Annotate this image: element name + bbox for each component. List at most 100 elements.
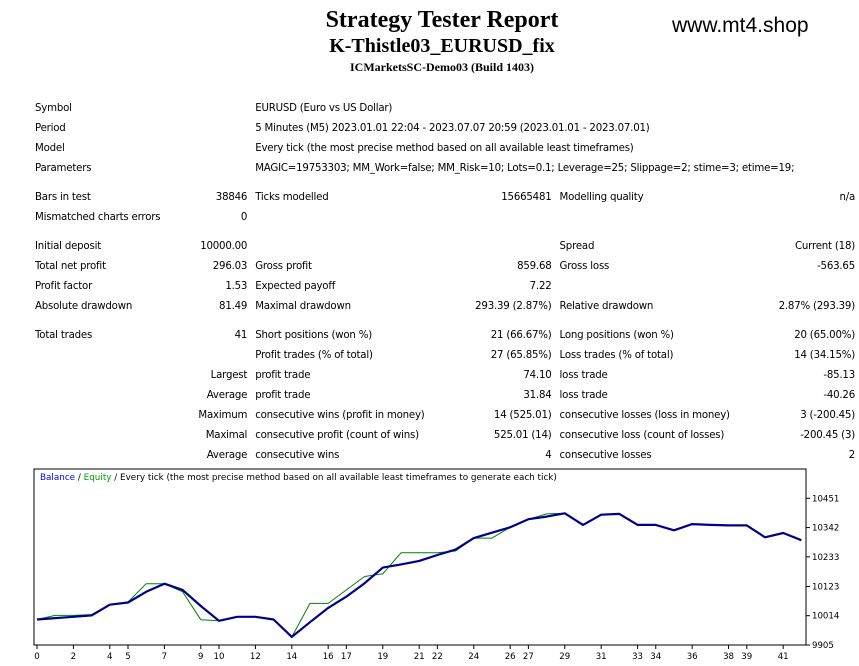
spread-value: Current (18) bbox=[794, 240, 855, 252]
row-largest: Largest profit trade 74.10 loss trade -8… bbox=[31, 365, 859, 385]
short-value: 21 (66.67%) bbox=[490, 329, 552, 341]
x-tick-label: 12 bbox=[250, 652, 261, 662]
loss-trades-value: 14 (34.15%) bbox=[794, 349, 855, 361]
abs-drawdown-label: Absolute drawdown bbox=[35, 300, 133, 312]
report-header: Strategy Tester Report K-Thistle03_EURUS… bbox=[0, 6, 859, 76]
balance-line bbox=[36, 512, 802, 638]
model-label: Model bbox=[35, 142, 65, 154]
average-profit-label: profit trade bbox=[255, 389, 311, 401]
row-period: Period 5 Minutes (M5) 2023.01.01 22:04 -… bbox=[31, 118, 859, 138]
x-tick-label: 4 bbox=[107, 652, 112, 662]
maximal-losses-value: -200.45 (3) bbox=[800, 429, 855, 441]
quality-label: Modelling quality bbox=[559, 191, 644, 203]
maximum-wins-label: consecutive wins (profit in money) bbox=[255, 409, 425, 421]
mismatched-value: 0 bbox=[240, 211, 248, 223]
average-label: Average bbox=[206, 389, 248, 401]
spread-label: Spread bbox=[559, 240, 595, 252]
maximum-label: Maximum bbox=[198, 409, 248, 421]
total-trades-label: Total trades bbox=[35, 329, 93, 341]
legend-note: Every tick (the most precise method base… bbox=[120, 473, 557, 483]
payoff-value: 7.22 bbox=[529, 280, 552, 292]
x-tick-label: 17 bbox=[341, 652, 352, 662]
ticks-value: 15665481 bbox=[501, 191, 552, 203]
maximal-losses-label: consecutive loss (count of losses) bbox=[559, 429, 725, 441]
avg-consec-wins-label: consecutive wins bbox=[255, 449, 340, 461]
profit-factor-value: 1.53 bbox=[225, 280, 248, 292]
avg-consec-losses-label: consecutive losses bbox=[559, 449, 652, 461]
payoff-label: Expected payoff bbox=[255, 280, 336, 292]
balance-equity-chart: Balance / Equity / Every tick (the most … bbox=[33, 468, 839, 662]
total-trades-value: 41 bbox=[234, 329, 248, 341]
avg-consec-wins-value: 4 bbox=[545, 449, 552, 461]
legend-separator-1: / bbox=[75, 473, 84, 483]
row-model: Model Every tick (the most precise metho… bbox=[31, 138, 859, 158]
rel-drawdown-value: 2.87% (293.39) bbox=[778, 300, 856, 312]
parameters-value: MAGIC=19753303; MM_Work=false; MM_Risk=1… bbox=[255, 162, 795, 174]
largest-loss-value: -85.13 bbox=[823, 369, 855, 381]
profit-factor-label: Profit factor bbox=[35, 280, 93, 292]
report-server: ICMarketsSC-Demo03 (Build 1403) bbox=[350, 60, 534, 74]
x-tick-label: 0 bbox=[34, 652, 39, 662]
row-symbol: Symbol EURUSD (Euro vs US Dollar) bbox=[31, 98, 859, 118]
row-drawdown: Absolute drawdown 81.49 Maximal drawdown… bbox=[31, 296, 859, 316]
x-tick-label: 7 bbox=[162, 652, 167, 662]
x-tick-label: 2 bbox=[71, 652, 76, 662]
largest-profit-value: 74.10 bbox=[523, 369, 552, 381]
gross-loss-value: -563.65 bbox=[817, 260, 855, 272]
row-parameters: Parameters MAGIC=19753303; MM_Work=false… bbox=[31, 158, 859, 178]
average-profit-value: 31.84 bbox=[523, 389, 552, 401]
row-average-consecutive: Average consecutive wins 4 consecutive l… bbox=[31, 445, 859, 465]
bars-label: Bars in test bbox=[35, 191, 91, 203]
largest-label: Largest bbox=[210, 369, 248, 381]
profit-trades-label: Profit trades (% of total) bbox=[255, 349, 373, 361]
chart-legend: Balance / Equity / Every tick (the most … bbox=[40, 473, 557, 483]
y-tick-label: 10342 bbox=[812, 524, 839, 534]
row-total-trades: Total trades 41 Short positions (won %) … bbox=[31, 325, 859, 345]
maximal-wins-value: 525.01 (14) bbox=[493, 429, 552, 441]
gross-profit-label: Gross profit bbox=[255, 260, 312, 272]
report-title: Strategy Tester Report bbox=[325, 7, 559, 33]
x-tick-label: 38 bbox=[723, 652, 734, 662]
y-tick-label: 10233 bbox=[812, 553, 839, 563]
gross-profit-value: 859.68 bbox=[517, 260, 552, 272]
x-tick-label: 36 bbox=[687, 652, 698, 662]
x-tick-label: 24 bbox=[468, 652, 479, 662]
symbol-value: EURUSD (Euro vs US Dollar) bbox=[255, 102, 393, 114]
average-loss-label: loss trade bbox=[559, 389, 608, 401]
x-tick-label: 10 bbox=[214, 652, 225, 662]
row-profit-factor: Profit factor 1.53 Expected payoff 7.22 bbox=[31, 276, 859, 296]
y-tick-label: 10451 bbox=[812, 494, 839, 504]
period-value: 5 Minutes (M5) 2023.01.01 22:04 - 2023.0… bbox=[255, 122, 650, 134]
maximal-wins-label: consecutive profit (count of wins) bbox=[255, 429, 419, 441]
largest-loss-label: loss trade bbox=[559, 369, 608, 381]
x-tick-label: 34 bbox=[650, 652, 661, 662]
report-table: Symbol EURUSD (Euro vs US Dollar) Period… bbox=[31, 98, 859, 465]
report-subtitle: K-Thistle03_EURUSD_fix bbox=[329, 35, 555, 57]
y-tick-label: 9905 bbox=[812, 641, 834, 651]
x-tick-label: 16 bbox=[323, 652, 334, 662]
period-label: Period bbox=[35, 122, 66, 134]
row-average: Average profit trade 31.84 loss trade -4… bbox=[31, 385, 859, 405]
row-net-profit: Total net profit 296.03 Gross profit 859… bbox=[31, 256, 859, 276]
ticks-label: Ticks modelled bbox=[255, 191, 329, 203]
row-deposit: Initial deposit 10000.00 Spread Current … bbox=[31, 236, 859, 256]
x-tick-label: 14 bbox=[286, 652, 297, 662]
x-tick-label: 5 bbox=[125, 652, 130, 662]
net-profit-label: Total net profit bbox=[35, 260, 106, 272]
rel-drawdown-label: Relative drawdown bbox=[559, 300, 654, 312]
x-tick-label: 26 bbox=[505, 652, 516, 662]
row-profit-trades: Profit trades (% of total) 27 (65.85%) L… bbox=[31, 345, 859, 365]
deposit-label: Initial deposit bbox=[35, 240, 101, 252]
average-loss-value: -40.26 bbox=[823, 389, 855, 401]
x-tick-label: 22 bbox=[432, 652, 443, 662]
avg-consec-label: Average bbox=[206, 449, 248, 461]
maximal-label: Maximal bbox=[205, 429, 248, 441]
x-tick-label: 9 bbox=[198, 652, 203, 662]
maximum-losses-label: consecutive losses (loss in money) bbox=[559, 409, 730, 421]
legend-equity: Equity bbox=[84, 473, 112, 483]
x-tick-label: 33 bbox=[632, 652, 643, 662]
parameters-label: Parameters bbox=[35, 162, 92, 174]
site-watermark: www.mt4.shop bbox=[672, 14, 809, 37]
max-drawdown-value: 293.39 (2.87%) bbox=[475, 300, 552, 312]
